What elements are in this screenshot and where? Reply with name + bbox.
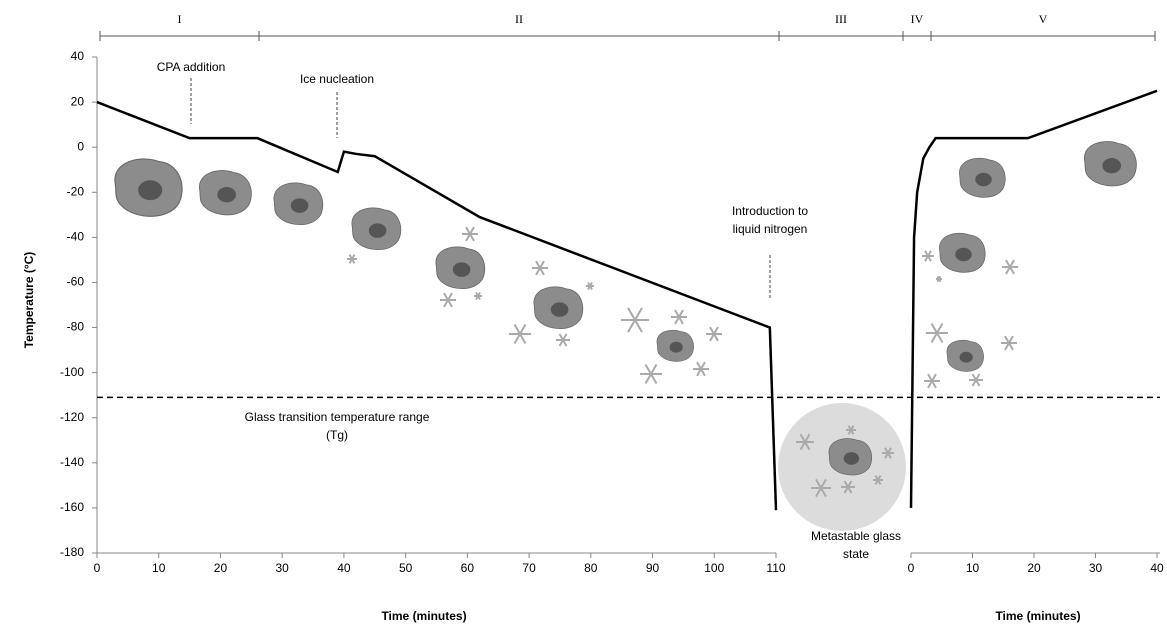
- cell-nucleus: [290, 198, 309, 213]
- ice-crystal: [843, 480, 853, 494]
- x-tick-label: 60: [461, 561, 475, 575]
- ice-crystal: [924, 250, 932, 262]
- ice-crystal: [513, 323, 527, 345]
- y-tick-label: -20: [67, 184, 85, 198]
- y-tick-label: -160: [60, 500, 84, 514]
- cell-nucleus: [955, 247, 972, 262]
- x-axis-label: Time (minutes): [381, 609, 466, 623]
- ice-crystal: [936, 275, 942, 283]
- cell-nucleus: [843, 452, 860, 465]
- cell-icon: [533, 286, 584, 329]
- cell-nucleus: [669, 341, 683, 353]
- ice-crystal: [475, 292, 481, 300]
- cell-icon: [273, 182, 324, 225]
- x-tick-label: 70: [522, 561, 536, 575]
- y-axis-label: Temperature (°C): [22, 252, 36, 349]
- cell-nucleus: [959, 351, 973, 363]
- ice-crystal: [535, 260, 545, 276]
- ice-crystal: [971, 373, 981, 387]
- ice-crystal: [930, 322, 944, 344]
- ice-crystal: [847, 425, 855, 435]
- ice-crystal: [709, 326, 719, 342]
- x-tick-label: 90: [646, 561, 660, 575]
- x-tick-label: 40: [1150, 561, 1164, 575]
- ice-crystal: [443, 292, 453, 308]
- cell-icon: [1084, 141, 1137, 187]
- phase-label: II: [515, 12, 523, 26]
- ice-crystal: [799, 433, 811, 451]
- x-tick-label: 20: [214, 561, 228, 575]
- y-tick-label: 0: [77, 139, 84, 153]
- ice-crystal: [927, 373, 937, 389]
- ice-crystal: [627, 307, 643, 333]
- annotation: Introduction to: [732, 204, 808, 218]
- x-tick-label: 80: [584, 561, 598, 575]
- reference-label: Glass transition temperature range: [245, 410, 430, 424]
- annotation: liquid nitrogen: [733, 222, 808, 236]
- x-tick-label: 10: [966, 561, 980, 575]
- cell-icon: [946, 339, 984, 372]
- y-tick-label: -60: [67, 275, 85, 289]
- temperature-line: [909, 89, 1158, 508]
- x-tick-label: 20: [1027, 561, 1041, 575]
- cell-icon: [435, 246, 486, 289]
- x-tick-label: 100: [704, 561, 724, 575]
- annotation: state: [843, 547, 869, 561]
- phase-label: III: [835, 12, 847, 26]
- ice-crystal: [1005, 259, 1015, 275]
- y-tick-label: 40: [71, 49, 85, 63]
- cell-nucleus: [217, 187, 237, 203]
- cell-icon: [959, 157, 1006, 198]
- y-tick-label: -180: [60, 545, 84, 559]
- phase-label: IV: [911, 12, 924, 26]
- ice-crystal: [815, 478, 827, 498]
- cell-nucleus: [550, 302, 569, 317]
- cell-icon: [114, 158, 183, 217]
- y-tick-label: -80: [67, 320, 85, 334]
- cell-nucleus: [138, 180, 163, 201]
- ice-crystal: [465, 226, 475, 242]
- x-tick-label: 10: [152, 561, 166, 575]
- temperature-line: [96, 100, 778, 511]
- cell-nucleus: [1102, 158, 1122, 174]
- cell-nucleus: [368, 223, 387, 238]
- cell-nucleus: [975, 172, 992, 187]
- cell-icon: [939, 232, 986, 273]
- ice-crystal: [348, 254, 356, 264]
- ice-crystal: [874, 475, 882, 485]
- cell-icon: [828, 438, 873, 476]
- cell-icon: [351, 207, 402, 250]
- ice-crystal: [1004, 335, 1014, 351]
- ice-crystal: [558, 333, 568, 347]
- y-tick-label: 20: [71, 94, 85, 108]
- annotation: Metastable glass: [811, 529, 901, 543]
- x-tick-label: 50: [399, 561, 413, 575]
- x-tick-label: 0: [94, 561, 101, 575]
- x-tick-label: 30: [276, 561, 290, 575]
- y-tick-label: -100: [60, 365, 84, 379]
- cell-icon: [199, 170, 252, 216]
- ice-crystal: [696, 361, 706, 377]
- annotation: Ice nucleation: [300, 72, 374, 86]
- phase-label: I: [178, 12, 182, 26]
- x-tick-label: 40: [337, 561, 351, 575]
- reference-label: (Tg): [326, 428, 348, 442]
- x-tick-label: 0: [908, 561, 915, 575]
- x-tick-label: 30: [1089, 561, 1103, 575]
- y-tick-label: -40: [67, 230, 85, 244]
- phase-label: V: [1039, 12, 1048, 26]
- y-tick-label: -120: [60, 410, 84, 424]
- ice-crystal: [674, 309, 684, 325]
- ice-crystal: [587, 282, 593, 290]
- x-tick-label: 110: [766, 561, 785, 575]
- y-tick-label: -140: [60, 455, 84, 469]
- ice-crystal: [884, 447, 892, 459]
- cell-nucleus: [452, 262, 471, 277]
- annotation: CPA addition: [157, 60, 226, 74]
- x-axis-label: Time (minutes): [995, 609, 1080, 623]
- cell-icon: [656, 329, 694, 362]
- ice-crystal: [644, 363, 658, 385]
